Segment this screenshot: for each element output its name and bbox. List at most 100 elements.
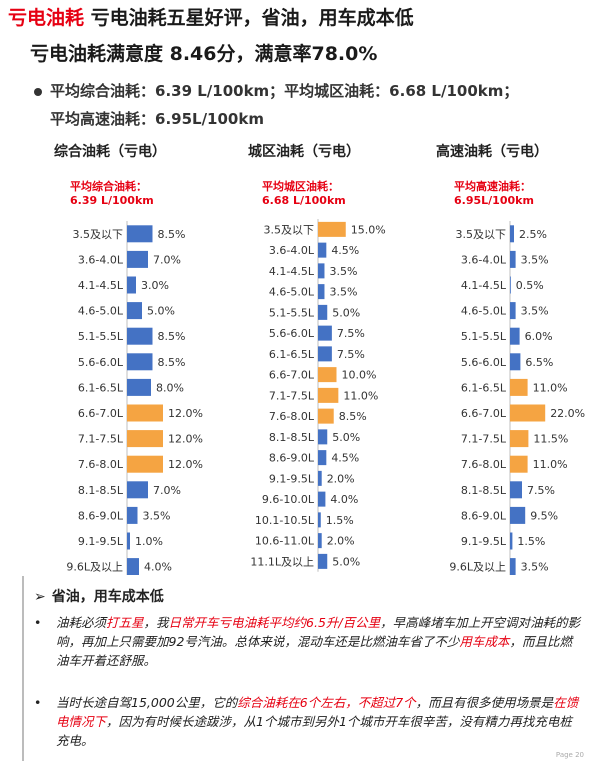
note-line-1: 平均城区油耗： [262,180,339,193]
bar-combined-11 [127,506,138,524]
bar-city-9 [318,408,334,424]
value-label-city-10: 5.0% [332,431,360,444]
value-label-highway-0: 2.5% [519,228,547,241]
value-label-city-5: 7.5% [337,327,365,340]
averages-line-1: 平均综合油耗：6.39 L/100km；平均城区油耗：6.68 L/100km； [34,80,518,101]
body-text: ，而且比燃油车开着还舒服。 [56,634,572,668]
chart-title-city: 城区油耗（亏电） [248,144,360,160]
value-label-city-15: 2.0% [327,535,355,548]
chart-note-city: 平均城区油耗： 6.68 L/100km [262,180,346,208]
page-number: Page 20 [555,751,584,759]
bar-combined-5 [127,353,153,371]
value-label-city-6: 7.5% [337,348,365,361]
bar-highway-3 [510,302,516,320]
value-label-combined-1: 7.0% [153,253,181,266]
tick-label-highway-8: 7.1-7.5L [461,433,507,446]
bar-combined-7 [127,404,163,422]
note-line-2: 6.68 L/100km [262,194,346,207]
bar-combined-6 [127,378,151,396]
bar-highway-11 [510,506,526,524]
tick-label-combined-5: 5.6-6.0L [78,356,124,369]
note-line-2: 6.39 L/100km [70,194,154,207]
page-subtitle: 亏电油耗满意度 8.46分，满意率78.0% [30,43,378,65]
bar-highway-4 [510,327,520,345]
value-label-city-13: 4.0% [330,493,358,506]
bar-combined-2 [127,276,136,294]
bar-combined-4 [127,327,153,345]
bar-city-1 [318,242,327,258]
value-label-highway-13: 3.5% [521,561,549,574]
highlight-text: 日常开车亏电油耗平均约6.5升/百公里 [168,615,381,630]
tick-label-city-13: 9.6-10.0L [262,493,315,506]
tick-label-city-5: 5.6-6.0L [269,327,315,340]
chart-title-combined: 综合油耗（亏电） [54,144,166,160]
tick-label-city-0: 3.5及以下 [264,223,315,236]
bar-city-5 [318,325,332,341]
tick-label-city-10: 8.1-8.5L [269,431,315,444]
value-label-city-0: 15.0% [351,223,386,236]
value-label-combined-3: 5.0% [147,305,175,318]
value-label-combined-7: 12.0% [168,407,203,420]
tick-label-combined-1: 3.6-4.0L [78,253,124,266]
bar-city-12 [318,470,322,486]
bar-combined-0 [127,225,153,243]
value-label-combined-2: 3.0% [141,279,169,292]
tick-label-combined-6: 6.1-6.5L [78,381,124,394]
body-text: ，因为有时候长途跋涉，从1个城市到另外1个城市开车很辛苦，没有精力再找充电桩充电… [56,714,572,748]
tick-label-city-4: 5.1-5.5L [269,306,315,319]
value-label-highway-11: 9.5% [530,509,558,522]
bar-city-13 [318,491,326,507]
value-label-highway-3: 3.5% [521,305,549,318]
tick-label-combined-12: 9.1-9.5L [78,535,124,548]
summary-section [22,576,586,761]
bar-highway-10 [510,481,522,499]
bar-city-0 [318,221,346,237]
tick-label-combined-10: 8.1-8.5L [78,484,124,497]
tick-label-combined-2: 4.1-4.5L [78,279,124,292]
bar-combined-9 [127,455,163,473]
value-label-highway-2: 0.5% [516,279,544,292]
value-label-highway-6: 11.0% [533,381,568,394]
value-label-combined-0: 8.5% [158,228,186,241]
tick-label-highway-3: 4.6-5.0L [461,305,507,318]
tick-label-city-14: 10.1-10.5L [255,514,315,527]
bar-combined-1 [127,250,148,268]
bar-city-16 [318,553,328,569]
body-text: 油耗必须 [56,615,107,630]
quote-paragraph-2: • 当时长途自驾15,000公里，它的综合油耗在6个左右，不超过7个，而且有很多… [34,693,582,750]
value-label-combined-6: 8.0% [156,381,184,394]
value-label-combined-12: 1.0% [135,535,163,548]
tick-label-highway-13: 9.6L及以上 [449,561,506,574]
value-label-city-3: 3.5% [329,286,357,299]
tick-label-highway-6: 6.1-6.5L [461,381,507,394]
value-label-highway-7: 22.0% [550,407,585,420]
bar-city-8 [318,387,339,403]
tick-label-combined-9: 7.6-8.0L [78,458,124,471]
bullet-icon: • [34,615,42,630]
tick-label-city-16: 11.1L及以上 [250,555,314,568]
tick-label-city-12: 9.1-9.5L [269,472,315,485]
tick-label-combined-4: 5.1-5.5L [78,330,124,343]
highlight-text: 用车成本 [459,634,510,649]
value-label-combined-9: 12.0% [168,458,203,471]
bar-highway-13 [510,558,516,575]
value-label-highway-1: 3.5% [521,253,549,266]
tick-label-combined-7: 6.6-7.0L [78,407,124,420]
value-label-combined-13: 4.0% [144,561,172,574]
bar-city-11 [318,450,327,466]
tick-label-city-3: 4.6-5.0L [269,286,315,299]
bar-city-7 [318,367,337,383]
tick-label-city-9: 7.6-8.0L [269,410,315,423]
tick-label-combined-13: 9.6L及以上 [66,561,123,574]
bar-highway-5 [510,353,521,371]
tick-label-city-15: 10.6-11.0L [255,535,315,548]
value-label-combined-5: 8.5% [158,356,186,369]
value-label-city-11: 4.5% [331,452,359,465]
bar-combined-13 [127,558,139,575]
bar-city-4 [318,304,328,320]
value-label-highway-9: 11.0% [533,458,568,471]
value-label-highway-10: 7.5% [527,484,555,497]
bar-city-14 [318,512,321,528]
bar-city-10 [318,429,328,445]
value-label-highway-8: 11.5% [533,433,568,446]
